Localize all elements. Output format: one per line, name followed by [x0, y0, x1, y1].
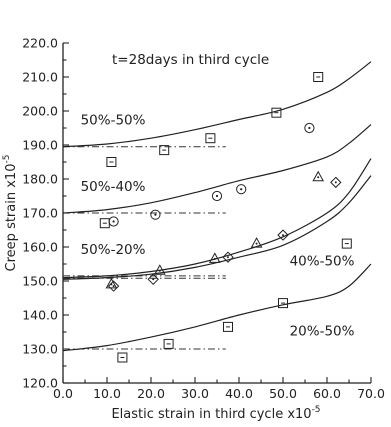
- curve-label: 50%-40%: [81, 179, 146, 195]
- triangle-marker: [250, 237, 263, 248]
- diamond-marker: [147, 273, 159, 286]
- x-tick-label: 0.0: [53, 386, 73, 401]
- x-tick-label: 50.0: [269, 386, 297, 401]
- square-marker: [223, 321, 233, 332]
- square-marker: [341, 238, 352, 249]
- circle-marker: [304, 122, 315, 134]
- y-tick-label: 170.0: [22, 206, 58, 221]
- circle-marker-dot: [215, 194, 219, 198]
- y-axis-label: Creep strain x10-5: [2, 155, 19, 272]
- square-marker: [205, 133, 216, 144]
- diamond-marker: [107, 280, 120, 292]
- fitted-curve: [62, 158, 372, 279]
- x-tick-label: 60.0: [313, 386, 341, 401]
- circle-marker-dot: [154, 213, 157, 216]
- y-tick-label: 140.0: [22, 308, 58, 323]
- triangle-marker: [105, 277, 118, 289]
- x-axis-label: Elastic strain in third cycle x10-5: [111, 405, 320, 422]
- triangle-marker-dot: [158, 269, 161, 272]
- diamond-marker-dot: [112, 285, 115, 288]
- triangle-marker: [208, 252, 221, 263]
- diamond-marker-dot: [227, 256, 229, 259]
- square-marker: [278, 298, 288, 309]
- diamond-marker-dot: [152, 278, 155, 281]
- y-tick-label: 210.0: [22, 70, 58, 85]
- square-marker: [159, 145, 170, 156]
- square-marker: [163, 338, 174, 349]
- curve-label: 20%-50%: [290, 323, 355, 339]
- curve-annotations: 50%-50% 50%-40% 50%-20% 40%-50% 20%-50%: [81, 113, 355, 340]
- diamond-marker: [222, 251, 234, 263]
- y-tick-label: 190.0: [22, 138, 58, 153]
- triangle-marker-dot: [255, 242, 258, 245]
- triangle-marker: [312, 170, 325, 182]
- y-tick-label: 160.0: [22, 240, 58, 255]
- fitted-curve: [62, 61, 372, 148]
- circle-marker: [108, 216, 119, 227]
- curve-label: 50%-50%: [81, 113, 146, 129]
- circle-marker: [150, 209, 161, 220]
- x-axis-label-exponent: -5: [312, 405, 321, 415]
- x-tick-label: 30.0: [181, 386, 209, 401]
- triangle-marker-dot: [317, 176, 320, 179]
- x-tick-label: 70.0: [357, 386, 385, 401]
- y-tick-label: 150.0: [22, 274, 58, 289]
- square-marker: [313, 72, 324, 82]
- circle-marker: [236, 184, 247, 195]
- fitted-curves: [62, 61, 372, 352]
- square-marker: [106, 157, 117, 167]
- curve-label: 40%-50%: [290, 254, 355, 270]
- curve-label: 50%-20%: [81, 242, 146, 258]
- baseline-lines: [63, 146, 226, 350]
- x-tick-label: 10.0: [93, 386, 121, 401]
- y-tick-label: 220.0: [22, 36, 58, 51]
- x-tick-label: 20.0: [137, 386, 165, 401]
- y-tick-label: 130.0: [22, 342, 58, 357]
- triangle-marker-dot: [213, 257, 216, 260]
- fitted-curve: [62, 175, 372, 280]
- diamond-marker: [330, 176, 342, 189]
- diamond-marker-dot: [334, 181, 337, 184]
- fitted-curve: [62, 124, 372, 214]
- diamond-marker: [277, 229, 289, 241]
- y-tick-label: 200.0: [22, 104, 58, 119]
- circle-marker-dot: [308, 126, 311, 130]
- chart-title: t=28days in third cycle: [112, 52, 269, 68]
- circle-marker-dot: [240, 188, 243, 191]
- axis-ticks: 120.0 130.0 140.0 150.0 160.0 170.0 180.0 190.0…: [22, 36, 385, 402]
- diamond-marker-dot: [282, 234, 284, 237]
- square-marker: [271, 107, 282, 118]
- y-axis-label-text: Creep strain x10: [4, 164, 19, 272]
- circle-marker: [211, 190, 223, 202]
- y-tick-label: 180.0: [22, 172, 58, 187]
- y-tick-label: 120.0: [22, 376, 58, 391]
- y-axis-label-exponent: -5: [2, 155, 12, 164]
- triangle-marker: [153, 264, 166, 275]
- square-marker: [117, 352, 128, 363]
- fitted-curve: [62, 263, 372, 352]
- circle-marker-dot: [112, 220, 115, 223]
- x-tick-label: 40.0: [225, 386, 253, 401]
- x-axis-label-text: Elastic strain in third cycle x10: [111, 407, 311, 422]
- data-markers: [99, 72, 352, 363]
